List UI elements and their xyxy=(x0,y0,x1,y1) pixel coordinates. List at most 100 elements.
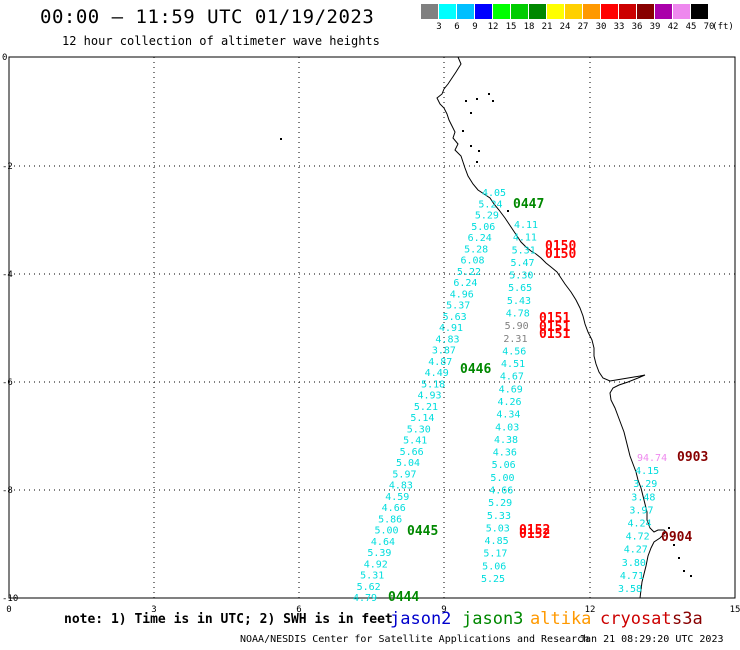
scale-label: 18 xyxy=(523,22,535,32)
swh-value-track-b: 5.06 xyxy=(492,460,516,471)
swh-value-track-b: 5.03 xyxy=(486,523,510,534)
scale-label: 21 xyxy=(541,22,553,32)
swh-value-track-b: 5.17 xyxy=(483,549,507,560)
pass-time-label: 0904 xyxy=(661,530,692,545)
coastline xyxy=(436,56,667,599)
swh-value-track-b: 4.67 xyxy=(500,372,524,383)
swh-value-track-a: 4.66 xyxy=(382,503,406,514)
swh-value-track-a: 5.66 xyxy=(400,447,424,458)
swh-value-track-b: 5.65 xyxy=(508,283,532,294)
scale-swatch xyxy=(655,4,673,19)
swh-value-track-a: 5.86 xyxy=(378,514,402,525)
swh-value-track-a: 5.97 xyxy=(392,469,416,480)
swh-value-track-a: 4.83 xyxy=(435,334,459,345)
island xyxy=(465,100,467,102)
y-tick-label: -6 xyxy=(2,378,13,388)
swh-value-track-a: 5.62 xyxy=(357,582,381,593)
scale-swatch xyxy=(583,4,601,19)
swh-value-track-a: 5.04 xyxy=(396,458,420,469)
mission-label-altika: altika xyxy=(530,609,592,629)
scale-label: 39 xyxy=(649,22,661,32)
pass-time-label: 0150 xyxy=(545,239,576,254)
scale-swatch xyxy=(475,4,493,19)
pass-time-label: 0152 xyxy=(519,527,550,542)
swh-value-track-b: 4.11 xyxy=(513,233,537,244)
pass-time-label: 0444 xyxy=(388,590,419,605)
swh-value-track-c: 3.80 xyxy=(622,558,646,569)
x-tick-label: 3 xyxy=(151,605,156,615)
scale-label: 6 xyxy=(454,22,460,32)
scale-label: 15 xyxy=(505,22,517,32)
scale-swatch xyxy=(637,4,655,19)
swh-value-track-a: 5.39 xyxy=(367,548,391,559)
swh-value-track-a: 5.31 xyxy=(360,571,384,582)
page-subtitle: 12 hour collection of altimeter wave hei… xyxy=(62,34,380,48)
swh-value-track-a: 4.64 xyxy=(371,537,395,548)
swh-value-track-b: 5.43 xyxy=(507,296,531,307)
swh-value-track-b: 4.03 xyxy=(495,422,519,433)
scale-swatch xyxy=(421,4,439,19)
pass-time-label: 0151 xyxy=(539,311,570,326)
scale-swatch xyxy=(511,4,529,19)
swh-value-track-c: 3.58 xyxy=(618,584,642,595)
pass-time-label: 0151 xyxy=(539,327,570,342)
generation-timestamp: Jan 21 08:29:20 UTC 2023 xyxy=(579,634,724,645)
swh-value-track-a: 4.87 xyxy=(428,357,452,368)
swh-value-track-a: 5.63 xyxy=(443,312,467,323)
swh-value-track-b: 4.34 xyxy=(496,410,520,421)
scale-swatch xyxy=(529,4,547,19)
swh-value-track-a: 4.83 xyxy=(389,481,413,492)
scale-label: 3 xyxy=(436,22,442,32)
swh-value-track-a: 5.29 xyxy=(475,211,499,222)
scale-swatch xyxy=(691,4,709,19)
swh-value-track-b: 4.56 xyxy=(502,346,526,357)
page-title: 00:00 – 11:59 UTC 01/19/2023 xyxy=(40,6,375,28)
scale-label: 70 xyxy=(703,22,715,32)
swh-value-track-c: 94.74 xyxy=(637,453,667,464)
swh-value-track-a: 5.18 xyxy=(421,379,445,390)
scale-label: 12 xyxy=(487,22,499,32)
scale-swatch xyxy=(565,4,583,19)
swh-value-track-a: 5.21 xyxy=(414,402,438,413)
swh-value-track-a: 5.24 xyxy=(478,199,502,210)
y-tick-label: -8 xyxy=(2,486,13,496)
credit-line: NOAA/NESDIS Center for Satellite Applica… xyxy=(240,634,590,645)
swh-value-track-c: 4.27 xyxy=(624,545,648,556)
swh-value-track-b: 4.26 xyxy=(498,397,522,408)
swh-value-track-a: 5.41 xyxy=(403,436,427,447)
plot-frame xyxy=(8,56,736,599)
mission-label-s3a: s3a xyxy=(672,609,703,629)
scale-label: (ft) xyxy=(712,22,734,32)
y-tick-label: 0 xyxy=(2,53,7,63)
pass-time-label: 0152 xyxy=(519,523,550,538)
swh-value-track-c: 4.71 xyxy=(620,571,644,582)
swh-value-track-a: 4.93 xyxy=(418,391,442,402)
island xyxy=(492,100,494,102)
swh-value-track-b: 5.30 xyxy=(509,271,533,282)
swh-value-track-b: 5.31 xyxy=(512,245,536,256)
swh-value-track-a: 4.79 xyxy=(353,593,377,604)
island xyxy=(476,98,478,100)
scale-label: 33 xyxy=(613,22,625,32)
mission-label-jason2: jason2 xyxy=(390,609,452,629)
pass-time-label: 0447 xyxy=(513,197,544,212)
x-tick-label: 15 xyxy=(730,605,740,615)
swh-value-track-b: 5.00 xyxy=(490,473,514,484)
swh-value-track-b: 5.47 xyxy=(510,258,534,269)
scale-swatch xyxy=(493,4,511,19)
scale-label: 9 xyxy=(472,22,478,32)
island xyxy=(668,527,670,529)
swh-value-track-a: 4.05 xyxy=(482,188,506,199)
scale-label: 27 xyxy=(577,22,589,32)
swh-value-track-a: 5.28 xyxy=(464,244,488,255)
scale-swatch xyxy=(547,4,565,19)
mission-label-jason3: jason3 xyxy=(462,609,524,629)
swh-value-track-a: 4.92 xyxy=(364,559,388,570)
swh-value-track-b: 4.66 xyxy=(489,486,513,497)
scale-swatch xyxy=(619,4,637,19)
scale-label: 36 xyxy=(631,22,643,32)
y-tick-label: -4 xyxy=(2,270,13,280)
scale-label: 42 xyxy=(667,22,679,32)
swh-value-track-c: 4.15 xyxy=(635,466,659,477)
